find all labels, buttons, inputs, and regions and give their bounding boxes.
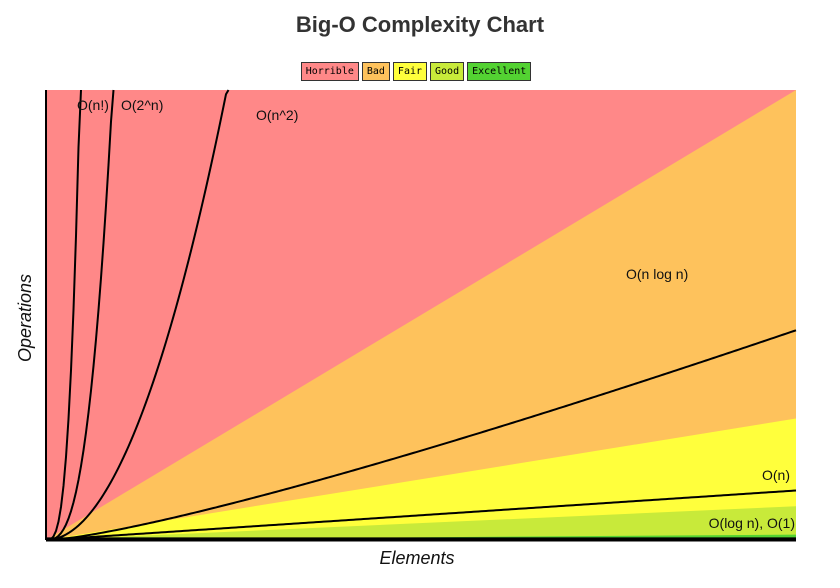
curve-quadratic [45,89,230,541]
label-factorial: O(n!) [77,97,109,113]
label-linear: O(n) [762,467,790,483]
chart-title: Big-O Complexity Chart [295,12,545,37]
label-constant: O(log n), O(1) [709,515,795,531]
legend-item-fair: Fair [392,62,428,81]
label-exponential: O(2^n) [121,97,163,113]
curve-exponential [45,89,115,541]
label-quadratic: O(n^2) [256,107,298,123]
legend-item-excellent: Excellent [467,62,532,81]
region-good [46,506,796,540]
region-fair [46,418,796,540]
curve-nlogn [45,329,797,541]
x-axis-label: Elements [379,548,454,568]
curve-labels: O(n!) O(2^n) O(n^2) O(n log n) O(n) O(log n),… [77,97,795,531]
label-nlogn: O(n log n) [626,266,688,282]
legend-item-horrible: Horrible [300,62,359,81]
region-bad [46,90,796,540]
complexity-regions [46,90,796,540]
curve-linear [45,489,797,541]
y-axis-label: Operations [15,274,35,362]
legend-item-bad: Bad [361,62,390,81]
legend: Horrible Bad Fair Good Excellent [0,62,832,81]
legend-item-good: Good [430,62,465,81]
